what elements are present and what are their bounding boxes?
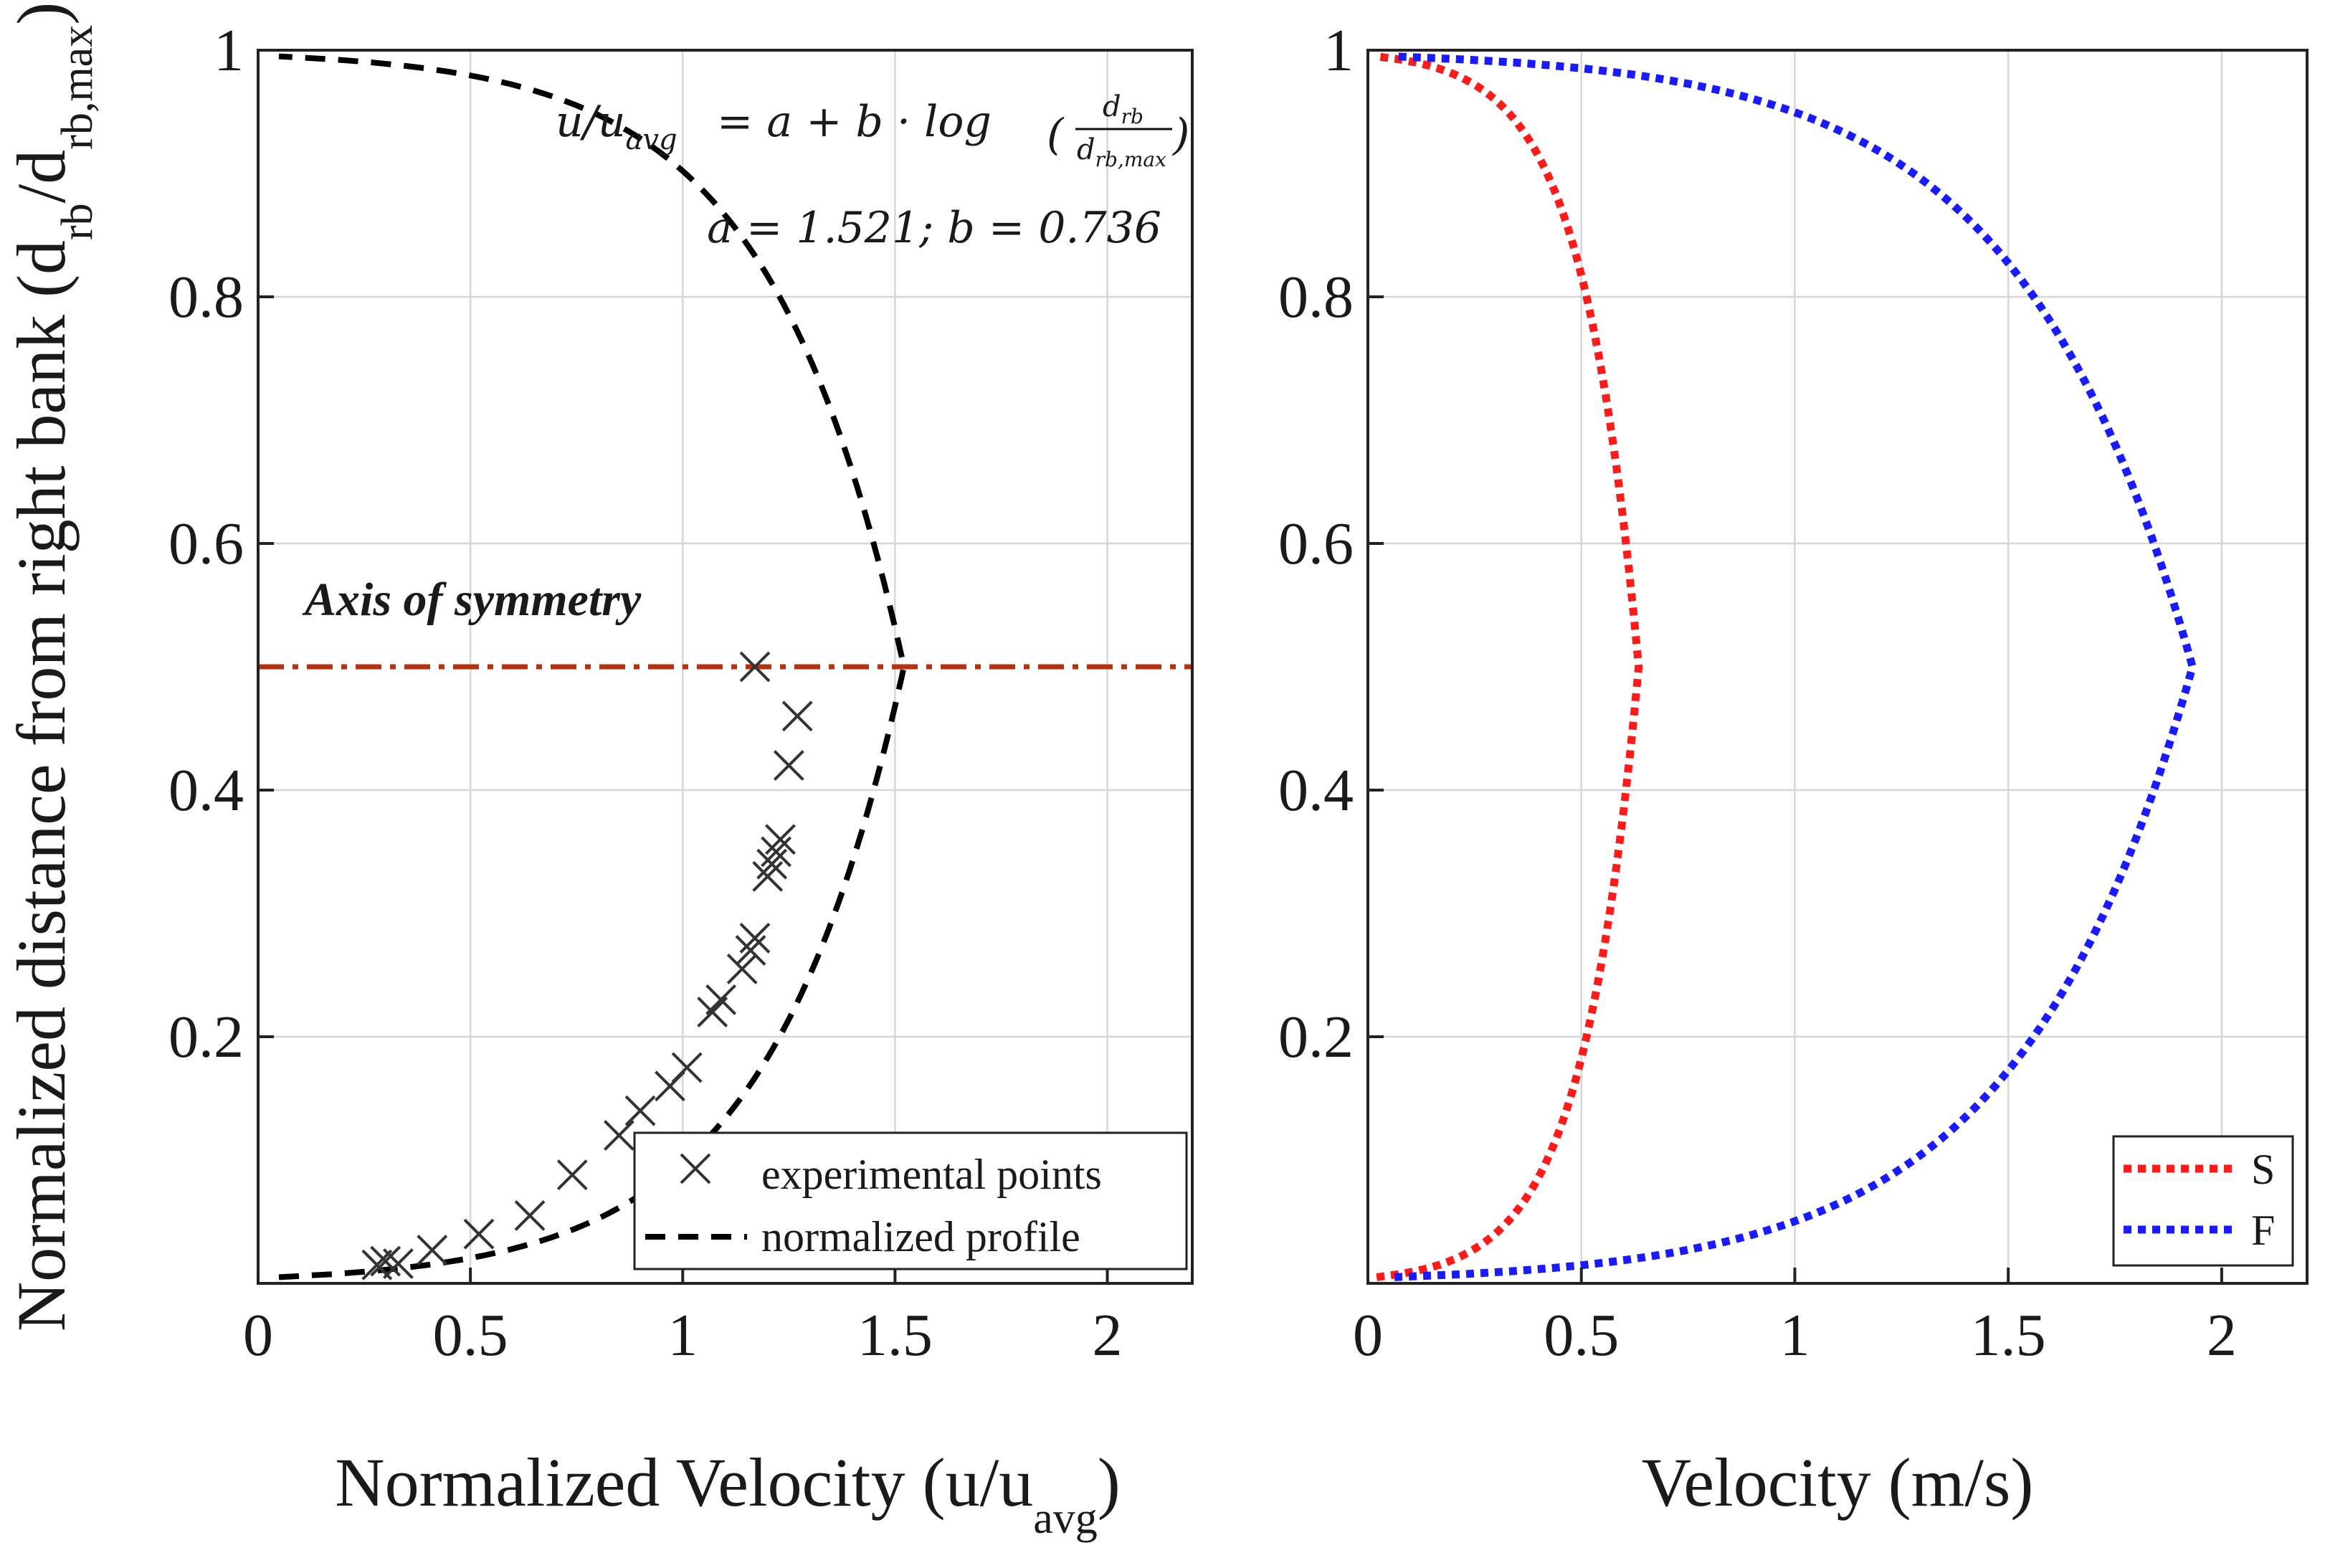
left-series bbox=[278, 53, 907, 1280]
L-y-tick-label-4: 1 bbox=[214, 17, 244, 84]
experimental-point-13 bbox=[726, 953, 758, 984]
experimental-point-19 bbox=[765, 824, 796, 855]
L-x-tick-label-1: 0.5 bbox=[433, 1302, 508, 1369]
experimental-point-16 bbox=[752, 860, 784, 892]
legend-label-experimental: experimental points bbox=[761, 1151, 1102, 1198]
right-legend: S F bbox=[2112, 1135, 2294, 1267]
series-s-line bbox=[1376, 52, 1643, 1281]
L-x-tick-label-2: 1 bbox=[667, 1302, 698, 1369]
series-f-line bbox=[1394, 52, 2197, 1281]
R-x-tick-label-3: 1.5 bbox=[1971, 1302, 2046, 1369]
normalized-profile-line bbox=[278, 53, 907, 1280]
right-x-axis-title: Velocity (m/s) bbox=[1642, 1444, 2034, 1521]
axis-of-symmetry-label: Axis of symmetry bbox=[302, 574, 642, 626]
experimental-point-12 bbox=[705, 984, 736, 1015]
R-x-tick-label-2: 1 bbox=[1779, 1302, 1810, 1369]
right-series bbox=[1376, 52, 2197, 1281]
right-gridlines bbox=[1368, 50, 2307, 1283]
legend-label-profile: normalized profile bbox=[761, 1213, 1080, 1260]
experimental-point-2 bbox=[383, 1248, 414, 1279]
left-chart-panel: 0 0.5 1 1.5 2 0.2 0.4 0.6 0.8 1 u/uavg = a + b · … bbox=[3, 2, 1194, 1543]
R-y-tick-label-0: 0.2 bbox=[1278, 1004, 1354, 1070]
R-x-tick-label-0: 0 bbox=[1353, 1302, 1383, 1369]
equation-params: a = 1.521; b = 0.736 bbox=[707, 203, 1161, 253]
equation-denominator: drb,max bbox=[1077, 133, 1166, 171]
R-y-tick-label-2: 0.6 bbox=[1278, 510, 1354, 577]
experimental-point-22 bbox=[739, 651, 771, 683]
legend-label-s: S bbox=[2251, 1146, 2275, 1193]
L-y-tick-label-1: 0.4 bbox=[168, 757, 244, 824]
experimental-point-10 bbox=[671, 1052, 703, 1083]
experimental-point-8 bbox=[624, 1095, 656, 1126]
equation-lhs: u/uavg bbox=[556, 97, 677, 156]
left-x-axis-title: Normalized Velocity (u/uavg) bbox=[335, 1444, 1120, 1543]
right-ticks: 0 0.5 1 1.5 2 0.2 0.4 0.6 0.8 1 bbox=[1278, 17, 2237, 1369]
right-chart-panel: 0 0.5 1 1.5 2 0.2 0.4 0.6 0.8 1 S F Velocity (m/s… bbox=[1278, 17, 2309, 1521]
experimental-point-15 bbox=[739, 922, 771, 954]
equation-rhs: = a + b · log bbox=[717, 97, 992, 147]
experimental-point-5 bbox=[514, 1199, 546, 1231]
L-x-tick-label-4: 2 bbox=[1093, 1302, 1123, 1369]
legend-marker-experimental bbox=[680, 1153, 711, 1184]
equation-numerator: drb bbox=[1103, 90, 1144, 128]
experimental-point-14 bbox=[735, 935, 766, 966]
experimental-point-17 bbox=[756, 848, 788, 880]
L-y-tick-label-2: 0.6 bbox=[168, 510, 244, 577]
right-plot-area bbox=[1368, 50, 2307, 1283]
equation-paren-right: ) bbox=[1171, 110, 1189, 160]
R-y-tick-label-4: 1 bbox=[1323, 17, 1354, 84]
experimental-point-4 bbox=[463, 1218, 495, 1250]
R-x-tick-label-4: 2 bbox=[2207, 1302, 2237, 1369]
left-legend-box bbox=[633, 1131, 1188, 1270]
experimental-point-21 bbox=[781, 700, 813, 732]
left-legend: experimental points normalized profile bbox=[633, 1131, 1188, 1270]
left-axes-frame bbox=[257, 49, 1194, 1285]
L-y-tick-label-3: 0.8 bbox=[168, 264, 244, 331]
experimental-point-3 bbox=[417, 1235, 448, 1265]
left-ticks: 0 0.5 1 1.5 2 0.2 0.4 0.6 0.8 1 bbox=[168, 17, 1123, 1369]
left-y-axis-title: Normalized distance from right bank (drb… bbox=[3, 2, 102, 1331]
R-x-tick-label-1: 0.5 bbox=[1544, 1302, 1619, 1369]
experimental-point-18 bbox=[761, 836, 791, 868]
experimental-point-20 bbox=[773, 750, 804, 781]
right-axes-frame bbox=[1366, 49, 2309, 1285]
experimental-point-6 bbox=[556, 1159, 588, 1191]
R-y-tick-label-1: 0.4 bbox=[1278, 757, 1354, 824]
equation-paren-left: ( bbox=[1047, 110, 1065, 160]
L-x-tick-label-0: 0 bbox=[243, 1302, 273, 1369]
L-y-tick-label-0: 0.2 bbox=[168, 1004, 244, 1070]
legend-label-f: F bbox=[2251, 1207, 2275, 1254]
L-x-tick-label-3: 1.5 bbox=[857, 1302, 933, 1369]
experimental-point-7 bbox=[604, 1120, 634, 1151]
R-y-tick-label-3: 0.8 bbox=[1278, 264, 1354, 331]
experimental-point-1 bbox=[370, 1245, 401, 1277]
right-legend-box bbox=[2112, 1135, 2294, 1267]
